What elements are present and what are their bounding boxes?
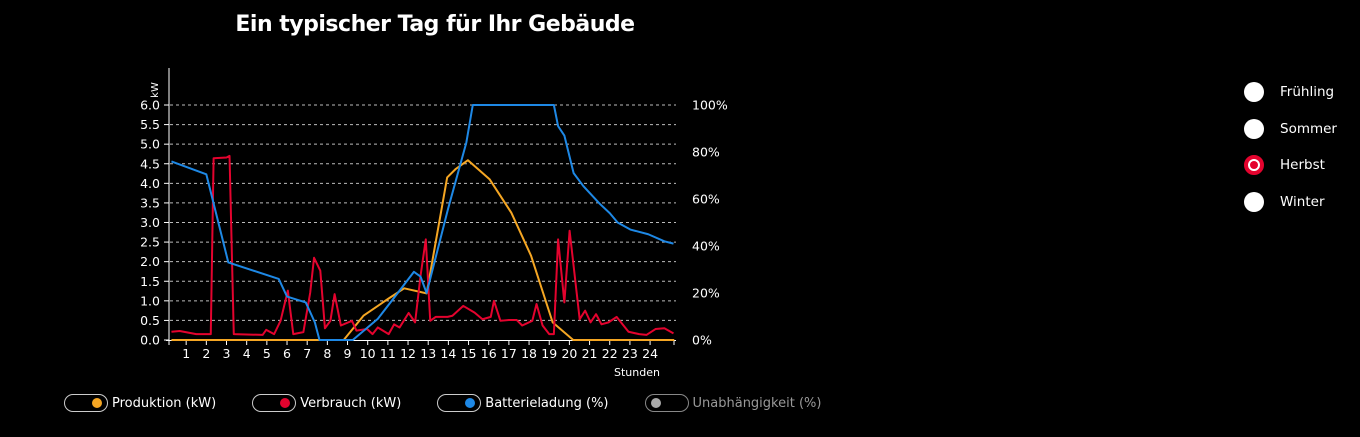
chart-title: Ein typischer Tag für Ihr Gebäude bbox=[235, 12, 635, 37]
legend-toggle-produktion[interactable]: Produktion (kW) bbox=[64, 394, 216, 412]
x-tick-label: 9 bbox=[344, 346, 352, 361]
y2-tick-label: 100% bbox=[692, 98, 728, 113]
y-tick-label: 4.0 bbox=[140, 176, 160, 191]
radio-button[interactable] bbox=[1244, 118, 1264, 139]
toggle-switch[interactable] bbox=[644, 394, 689, 412]
y-tick-label: 2.0 bbox=[140, 254, 160, 269]
y2-tick-label: 60% bbox=[692, 192, 720, 207]
y2-tick-label: 40% bbox=[692, 239, 720, 254]
y-tick-label: 1.0 bbox=[140, 293, 160, 308]
legend-label: Produktion (kW) bbox=[112, 395, 217, 411]
x-tick-label: 5 bbox=[263, 346, 271, 361]
x-tick-label: 22 bbox=[602, 346, 618, 361]
legend-toggle-unabhaengigkeit[interactable]: Unabhängigkeit (%) bbox=[644, 394, 822, 412]
radio-button-selected[interactable] bbox=[1244, 155, 1264, 176]
legend: Produktion (kW) Verbrauch (kW) Batteriel… bbox=[64, 394, 857, 412]
y-tick-label: 0.0 bbox=[140, 333, 160, 348]
radio-button[interactable] bbox=[1244, 192, 1264, 213]
season-label: Frühling bbox=[1280, 84, 1335, 101]
legend-label: Batterieladung (%) bbox=[485, 395, 609, 411]
legend-label: Verbrauch (kW) bbox=[300, 395, 402, 411]
y-tick-label: 4.5 bbox=[140, 156, 160, 171]
x-tick-label: 8 bbox=[323, 346, 331, 361]
y-tick-label: 2.5 bbox=[140, 235, 160, 250]
x-tick-label: 17 bbox=[501, 346, 517, 361]
season-label: Winter bbox=[1280, 194, 1325, 211]
x-tick-label: 1 bbox=[182, 346, 190, 361]
y-tick-label: 1.5 bbox=[140, 274, 160, 289]
x-tick-label: 21 bbox=[582, 346, 598, 361]
series-line-batterieladung bbox=[171, 104, 674, 341]
y-axis-label: kW bbox=[150, 82, 161, 98]
x-tick-label: 3 bbox=[223, 346, 231, 361]
y2-tick-label: 0% bbox=[692, 333, 712, 348]
x-tick-label: 14 bbox=[440, 346, 456, 361]
series-line-verbrauch bbox=[171, 154, 674, 336]
season-sommer[interactable]: Sommer bbox=[1244, 111, 1337, 148]
season-winter[interactable]: Winter bbox=[1244, 184, 1337, 221]
x-tick-label: 20 bbox=[561, 346, 577, 361]
y2-tick-label: 20% bbox=[692, 286, 720, 301]
x-tick-label: 18 bbox=[521, 346, 537, 361]
y-tick-label: 3.0 bbox=[140, 215, 160, 230]
x-tick-label: 16 bbox=[481, 346, 497, 361]
x-tick-label: 2 bbox=[202, 346, 210, 361]
x-tick-label: 23 bbox=[622, 346, 638, 361]
y-tick-label: 3.5 bbox=[140, 195, 160, 210]
y-tick-label: 5.0 bbox=[140, 137, 160, 152]
y2-tick-label: 80% bbox=[692, 145, 720, 160]
series-line-produktion bbox=[171, 159, 675, 341]
toggle-switch[interactable] bbox=[252, 394, 297, 412]
x-tick-label: 11 bbox=[380, 346, 396, 361]
x-tick-label: 10 bbox=[360, 346, 376, 361]
y-tick-label: 5.5 bbox=[140, 117, 160, 132]
season-fruehling[interactable]: Frühling bbox=[1244, 74, 1337, 111]
toggle-switch[interactable] bbox=[437, 394, 482, 412]
x-tick-label: 15 bbox=[461, 346, 477, 361]
season-radio-group: Frühling Sommer Herbst Winter bbox=[1244, 74, 1337, 220]
y-tick-label: 0.5 bbox=[140, 313, 160, 328]
x-tick-label: 7 bbox=[303, 346, 311, 361]
x-tick-label: 6 bbox=[283, 346, 291, 361]
x-tick-label: 13 bbox=[420, 346, 436, 361]
legend-toggle-batterieladung[interactable]: Batterieladung (%) bbox=[437, 394, 609, 412]
x-axis-label: Stunden bbox=[614, 366, 660, 379]
x-tick-label: 12 bbox=[400, 346, 416, 361]
toggle-switch[interactable] bbox=[64, 394, 108, 412]
season-herbst[interactable]: Herbst bbox=[1244, 147, 1337, 184]
radio-button[interactable] bbox=[1244, 82, 1264, 103]
x-tick-label: 4 bbox=[243, 346, 251, 361]
season-label: Sommer bbox=[1280, 120, 1337, 137]
legend-label: Unabhängigkeit (%) bbox=[692, 395, 822, 411]
legend-toggle-verbrauch[interactable]: Verbrauch (kW) bbox=[252, 394, 401, 412]
season-label: Herbst bbox=[1280, 157, 1325, 174]
y-tick-label: 6.0 bbox=[140, 98, 160, 113]
x-tick-label: 19 bbox=[541, 346, 557, 361]
x-tick-label: 24 bbox=[642, 346, 658, 361]
